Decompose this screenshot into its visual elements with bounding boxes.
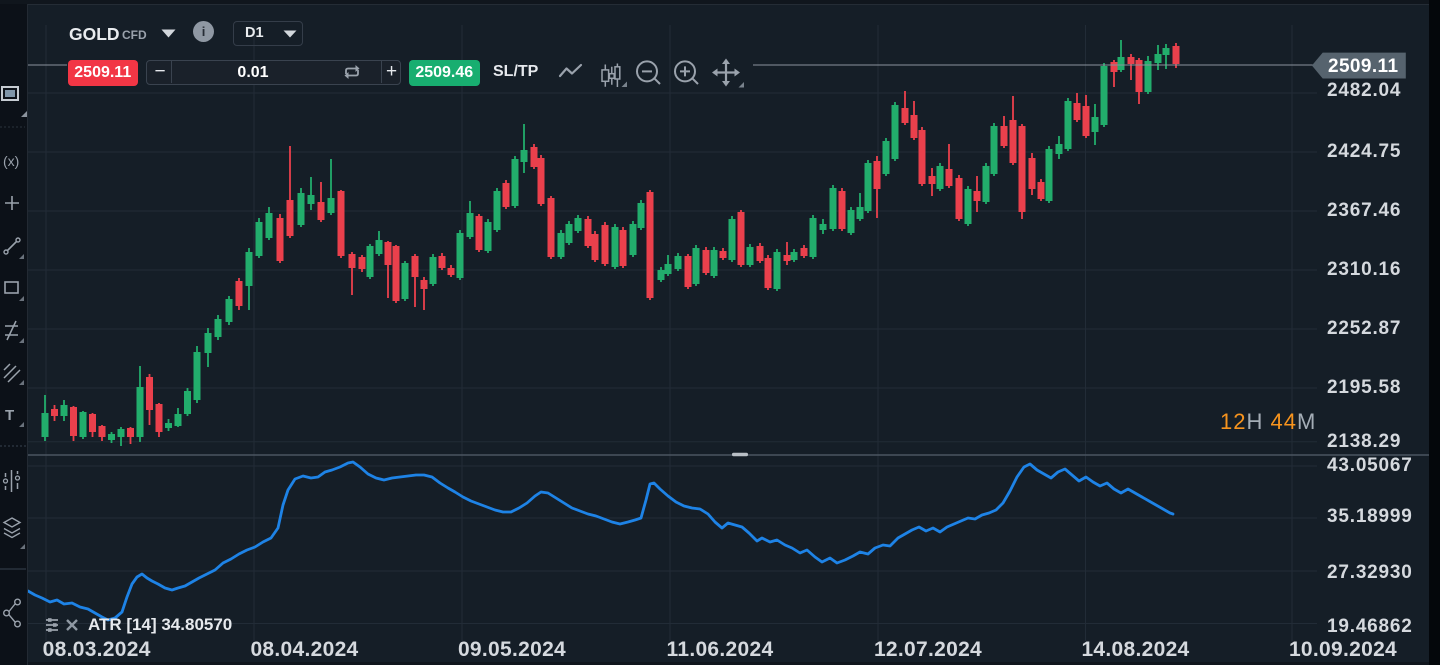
svg-text:2509.11: 2509.11 xyxy=(1328,56,1398,77)
svg-text:T: T xyxy=(5,407,14,424)
svg-text:(x): (x) xyxy=(3,153,19,169)
